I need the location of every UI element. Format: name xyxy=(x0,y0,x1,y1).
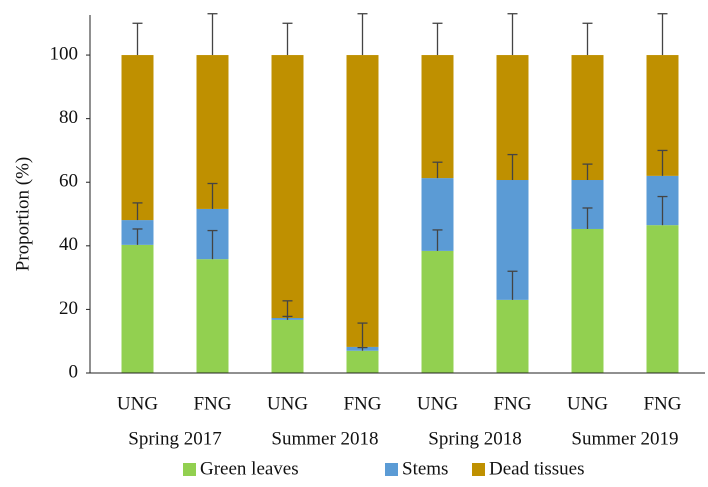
error-bar xyxy=(282,22,293,56)
y-axis-label: Proportion (%) xyxy=(12,157,33,272)
error-bar xyxy=(357,13,368,56)
y-tick-label: 40 xyxy=(59,234,78,255)
x-tick-label: UNG xyxy=(267,393,308,414)
error-bar xyxy=(207,182,218,209)
bar-segment xyxy=(421,250,454,373)
group-label: Spring 2017 xyxy=(128,428,221,449)
error-bar xyxy=(132,202,143,221)
group-label: Summer 2019 xyxy=(571,428,678,449)
error-bar xyxy=(582,22,593,56)
bar-segment xyxy=(571,228,604,373)
legend-swatch xyxy=(472,463,485,476)
error-bar xyxy=(207,13,218,56)
y-tick-label: 80 xyxy=(59,107,78,128)
bar-segment xyxy=(496,299,529,373)
x-tick-label: UNG xyxy=(117,393,158,414)
bar-segment xyxy=(196,259,229,373)
error-bar xyxy=(507,270,518,300)
error-bar xyxy=(357,322,368,347)
error-bar xyxy=(432,229,443,251)
error-bar xyxy=(432,161,443,179)
bar-segment xyxy=(346,55,379,347)
y-tick-label: 60 xyxy=(59,171,78,192)
error-bar xyxy=(582,163,593,181)
error-bar xyxy=(657,195,668,226)
bar-segment xyxy=(346,350,379,373)
error-bar xyxy=(432,22,443,56)
error-bar xyxy=(207,229,218,260)
error-bar xyxy=(507,153,518,181)
x-tick-label: FNG xyxy=(343,393,381,414)
error-bar xyxy=(282,315,293,318)
group-label: Spring 2018 xyxy=(428,428,521,449)
y-tick-label: 0 xyxy=(69,361,79,382)
legend-swatch xyxy=(183,463,196,476)
error-bar xyxy=(132,228,143,245)
x-tick-label: FNG xyxy=(493,393,531,414)
error-bar xyxy=(582,207,593,229)
x-tick-label: FNG xyxy=(643,393,681,414)
x-tick-label: UNG xyxy=(417,393,458,414)
bar-segment xyxy=(571,55,604,181)
bar-segment xyxy=(121,244,154,373)
error-bar xyxy=(657,13,668,56)
group-label: Summer 2018 xyxy=(271,428,378,449)
bar-segment xyxy=(421,55,454,179)
legend-swatch xyxy=(385,463,398,476)
x-tick-label: UNG xyxy=(567,393,608,414)
error-bar xyxy=(657,149,668,176)
legend-label: Dead tissues xyxy=(489,458,585,479)
y-tick-label: 20 xyxy=(59,298,78,319)
legend-label: Green leaves xyxy=(200,458,299,479)
error-bar xyxy=(132,22,143,56)
error-bar xyxy=(357,346,368,351)
error-bar xyxy=(507,13,518,56)
bar-segment xyxy=(271,319,304,373)
y-tick-label: 100 xyxy=(50,43,79,64)
bar-segment xyxy=(271,55,304,318)
bar-segment xyxy=(646,225,679,373)
x-tick-label: FNG xyxy=(193,393,231,414)
legend-label: Stems xyxy=(402,458,448,479)
bar-segment xyxy=(121,55,154,221)
